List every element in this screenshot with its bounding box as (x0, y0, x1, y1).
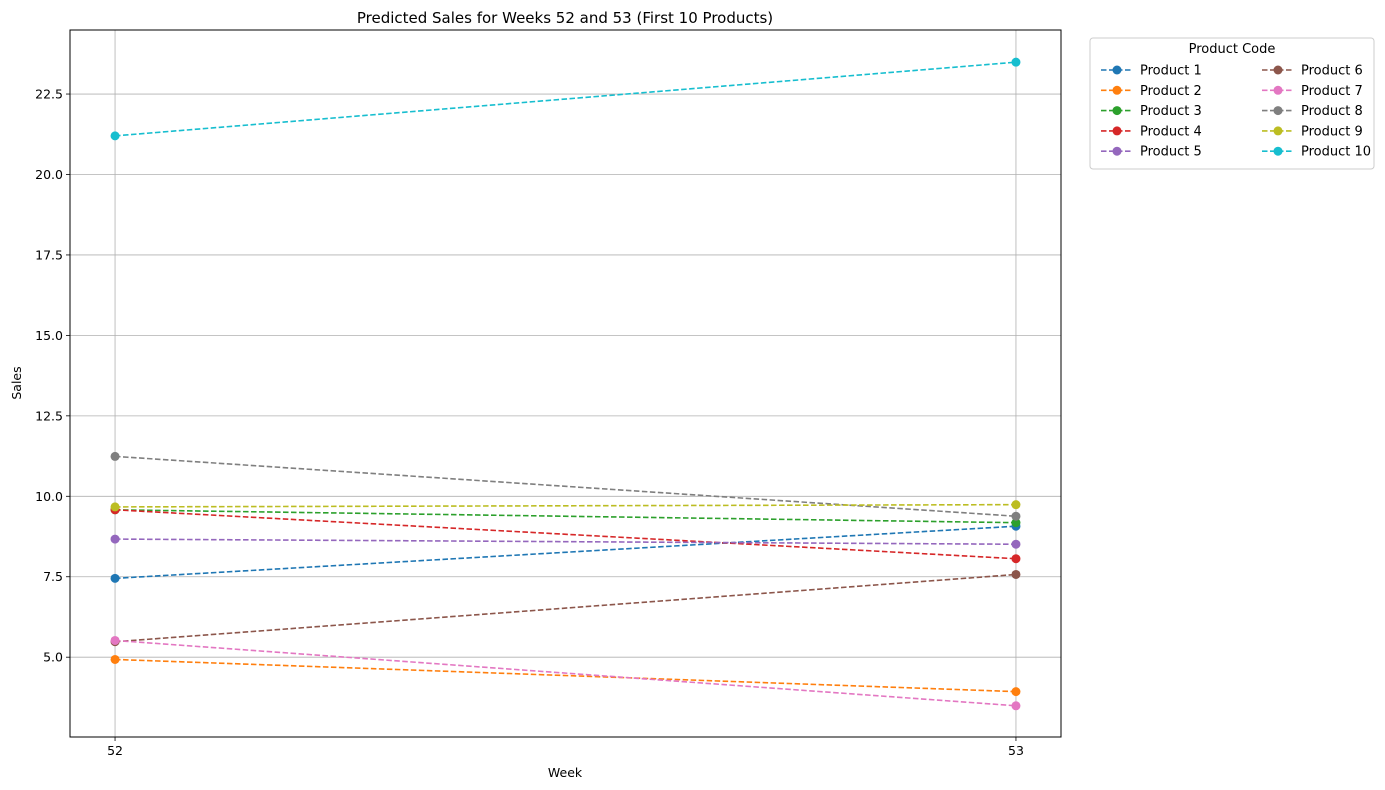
series-line (110, 654, 1021, 697)
legend-swatch-marker (1273, 146, 1283, 156)
series-line (110, 451, 1021, 521)
legend-label: Product 3 (1140, 104, 1202, 119)
data-point (1011, 539, 1021, 549)
legend-entry: Product 8 (1262, 104, 1363, 119)
legend-swatch-marker (1112, 126, 1122, 136)
data-point (110, 534, 120, 544)
legend-entry: Product 2 (1101, 84, 1202, 99)
y-tick-label: 17.5 (35, 247, 63, 262)
grid-lines (70, 30, 1061, 737)
legend-swatch-marker (1273, 126, 1283, 136)
data-point (1011, 518, 1021, 528)
data-point (1011, 57, 1021, 67)
data-point (110, 451, 120, 461)
series-path (114, 639, 1017, 707)
legend-box (1089, 37, 1375, 170)
x-tick-label: 52 (107, 743, 123, 758)
y-tick-label: 20.0 (35, 167, 63, 182)
legend-entry: Product 5 (1101, 145, 1202, 160)
legend-entry: Product 10 (1262, 145, 1371, 160)
legend-label: Product 2 (1140, 84, 1202, 99)
series-group (110, 57, 1021, 711)
series-path (114, 573, 1017, 643)
series-path (115, 658, 1016, 693)
legend-label: Product 10 (1301, 145, 1371, 160)
data-point (1011, 687, 1021, 697)
data-point (110, 131, 120, 141)
plot-frame (69, 29, 1062, 738)
legend-label: Product 9 (1301, 124, 1363, 139)
y-tick-label: 7.5 (43, 569, 63, 584)
data-point (1011, 554, 1021, 564)
legend-entry: Product 3 (1101, 104, 1202, 119)
series-path (114, 525, 1017, 580)
legend-swatch-marker (1273, 85, 1283, 95)
series-path (115, 503, 1016, 508)
legend-entry: Product 7 (1262, 84, 1363, 99)
legend: Product Code Product 1 Product 2 Product 3… (1089, 37, 1375, 170)
y-tick-label: 5.0 (43, 650, 63, 665)
series-line (110, 534, 1021, 549)
series-path (114, 61, 1017, 137)
y-tick-label: 12.5 (35, 408, 63, 423)
series-path (115, 538, 1016, 546)
series-path (114, 455, 1017, 518)
legend-swatch-marker (1112, 106, 1122, 116)
chart-title: Predicted Sales for Weeks 52 and 53 (Fir… (357, 9, 773, 27)
legend-swatch-marker (1273, 65, 1283, 75)
series-line (110, 500, 1021, 512)
legend-swatch-marker (1112, 85, 1122, 95)
legend-label: Product 5 (1140, 145, 1202, 160)
data-point (1011, 500, 1021, 510)
y-tick-label: 22.5 (35, 87, 63, 102)
data-point (1011, 701, 1021, 711)
legend-label: Product 8 (1301, 104, 1363, 119)
legend-title: Product Code (1189, 42, 1276, 57)
series-line (110, 635, 1021, 711)
legend-entry: Product 9 (1262, 124, 1363, 139)
y-tick-label: 10.0 (35, 489, 63, 504)
y-tick-label: 15.0 (35, 328, 63, 343)
x-tick-label: 53 (1008, 743, 1024, 758)
legend-entry: Product 4 (1101, 124, 1202, 139)
y-axis: 5.0 7.5 10.0 12.5 15.0 17.5 20.0 22.5 (35, 87, 70, 665)
data-point (110, 502, 120, 512)
legend-label: Product 6 (1301, 64, 1363, 79)
data-point (1011, 569, 1021, 579)
series-path (115, 509, 1016, 524)
x-axis: 52 53 (107, 737, 1024, 758)
legend-swatch-marker (1273, 106, 1283, 116)
legend-label: Product 7 (1301, 84, 1363, 99)
legend-label: Product 4 (1140, 124, 1202, 139)
x-axis-label: Week (548, 765, 583, 780)
legend-entry: Product 6 (1262, 64, 1363, 79)
data-point (110, 635, 120, 645)
y-axis-label: Sales (9, 366, 24, 399)
data-point (1011, 511, 1021, 521)
legend-entry: Product 1 (1101, 64, 1202, 79)
data-point (110, 573, 120, 583)
data-point (110, 654, 120, 664)
legend-swatch-marker (1112, 146, 1122, 156)
series-line (110, 569, 1021, 647)
legend-swatch-marker (1112, 65, 1122, 75)
series-path (115, 509, 1016, 560)
series-line (110, 57, 1021, 141)
legend-label: Product 1 (1140, 64, 1202, 79)
